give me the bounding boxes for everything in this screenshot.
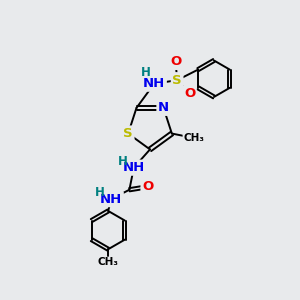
Text: O: O [170, 56, 181, 68]
Text: H: H [118, 155, 128, 168]
Text: S: S [123, 127, 133, 140]
Text: H: H [140, 66, 150, 79]
Text: S: S [172, 74, 182, 87]
Text: CH₃: CH₃ [183, 133, 204, 143]
Text: NH: NH [143, 77, 165, 90]
Text: CH₃: CH₃ [98, 257, 119, 268]
Text: NH: NH [100, 193, 122, 206]
Text: O: O [184, 87, 195, 100]
Text: H: H [95, 186, 105, 199]
Text: NH: NH [123, 161, 145, 174]
Text: N: N [158, 101, 169, 114]
Text: O: O [142, 180, 153, 193]
